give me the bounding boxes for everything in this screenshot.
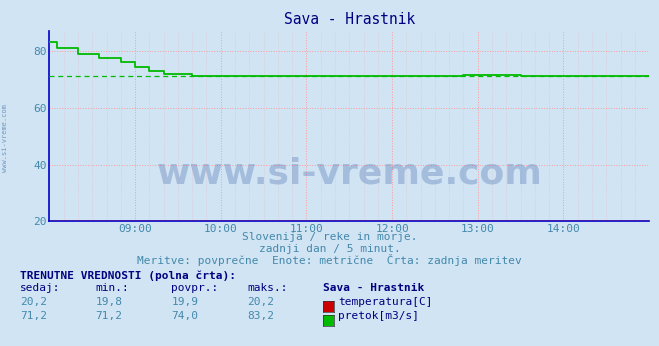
Text: Meritve: povprečne  Enote: metrične  Črta: zadnja meritev: Meritve: povprečne Enote: metrične Črta:… (137, 254, 522, 266)
Text: min.:: min.: (96, 283, 129, 293)
Text: www.si-vreme.com: www.si-vreme.com (156, 156, 542, 190)
Text: temperatura[C]: temperatura[C] (338, 297, 432, 307)
Text: Sava - Hrastnik: Sava - Hrastnik (323, 283, 424, 293)
Text: 71,2: 71,2 (96, 311, 123, 321)
Text: 19,8: 19,8 (96, 297, 123, 307)
Text: pretok[m3/s]: pretok[m3/s] (338, 311, 419, 321)
Text: 83,2: 83,2 (247, 311, 274, 321)
Title: Sava - Hrastnik: Sava - Hrastnik (283, 12, 415, 27)
Text: 19,9: 19,9 (171, 297, 198, 307)
Text: 74,0: 74,0 (171, 311, 198, 321)
Text: 20,2: 20,2 (247, 297, 274, 307)
Text: 71,2: 71,2 (20, 311, 47, 321)
Text: www.si-vreme.com: www.si-vreme.com (2, 104, 9, 172)
Text: TRENUTNE VREDNOSTI (polna črta):: TRENUTNE VREDNOSTI (polna črta): (20, 270, 236, 281)
Text: 20,2: 20,2 (20, 297, 47, 307)
Text: sedaj:: sedaj: (20, 283, 60, 293)
Text: maks.:: maks.: (247, 283, 287, 293)
Text: povpr.:: povpr.: (171, 283, 219, 293)
Text: Slovenija / reke in morje.: Slovenija / reke in morje. (242, 233, 417, 243)
Text: zadnji dan / 5 minut.: zadnji dan / 5 minut. (258, 244, 401, 254)
